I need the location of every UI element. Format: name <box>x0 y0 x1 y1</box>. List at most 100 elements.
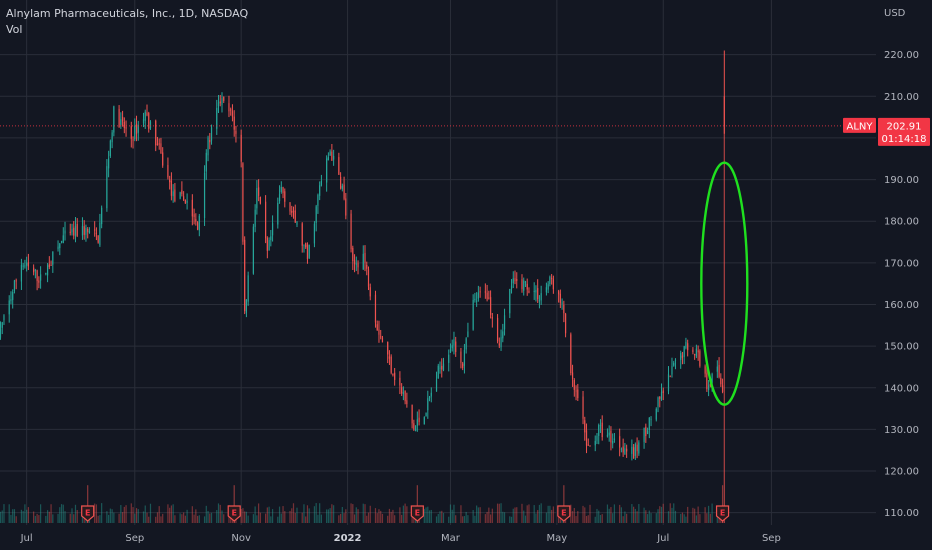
candle-body <box>46 265 49 276</box>
candle-down <box>388 350 391 365</box>
volume-bar <box>472 509 474 523</box>
volume-bar <box>645 510 647 523</box>
volume-bar <box>339 513 342 523</box>
candle-down <box>610 426 612 451</box>
volume-bar <box>71 508 73 523</box>
candle-body <box>721 385 724 392</box>
volume-bar <box>462 516 464 523</box>
volume-bar <box>401 514 403 523</box>
candle-up <box>247 271 249 306</box>
candle-body <box>319 185 321 196</box>
volume-bar <box>167 504 169 523</box>
candle-down <box>231 104 234 122</box>
candle-up <box>303 244 305 253</box>
candle-up <box>540 285 542 305</box>
candle-up <box>81 217 84 240</box>
candle-up <box>509 288 511 319</box>
candle-body <box>538 299 541 302</box>
candle-body <box>655 408 657 420</box>
candle-body <box>291 210 293 213</box>
volume-bar <box>81 514 84 523</box>
volume-label: Vol <box>6 23 22 36</box>
candle-body <box>376 324 378 331</box>
volume-bar <box>193 514 195 523</box>
candle-body <box>570 334 572 374</box>
candle-body <box>219 101 221 104</box>
candle-body <box>643 427 645 442</box>
candle-body <box>488 297 490 299</box>
candle-body <box>465 338 467 350</box>
candle-up <box>439 361 441 374</box>
earnings-marker[interactable]: E <box>715 505 730 522</box>
candle-body <box>577 389 579 399</box>
volume-bar <box>423 508 425 523</box>
candle-body <box>435 379 438 392</box>
candle-body <box>179 192 181 199</box>
candle-body <box>448 354 450 363</box>
candle-down <box>27 253 29 271</box>
price-tick-label: 140.00 <box>884 383 919 394</box>
candle-body <box>15 280 17 282</box>
volume-bar <box>489 514 492 523</box>
volume-bar <box>268 506 270 523</box>
volume-bar <box>170 505 173 523</box>
candle-body <box>638 442 640 454</box>
volume-bar <box>528 504 530 523</box>
candle-up <box>467 322 469 338</box>
candle-body <box>378 329 380 335</box>
candle-body <box>259 196 261 204</box>
volume-bar <box>198 515 200 523</box>
highlight-annotation[interactable] <box>700 161 749 406</box>
time-tick-label: Sep <box>125 533 144 544</box>
earnings-marker[interactable]: E <box>81 505 95 522</box>
candle-up <box>137 120 139 141</box>
candle-up <box>533 282 535 300</box>
volume-bar <box>40 504 42 523</box>
candle-down <box>282 186 284 199</box>
volume-bar <box>374 508 377 523</box>
candle-body <box>170 180 173 196</box>
candle-down <box>266 236 268 259</box>
volume-bar <box>69 513 71 523</box>
candle-up <box>708 380 710 397</box>
candle-down <box>558 289 560 303</box>
candle-body <box>387 341 389 355</box>
volume-bar <box>303 504 305 523</box>
volume-bar <box>608 508 610 523</box>
volume-bar <box>106 511 108 523</box>
volume-bar <box>474 515 476 523</box>
candle-body <box>74 226 77 237</box>
candle-body <box>167 164 169 178</box>
candle-body <box>608 432 610 436</box>
candle-body <box>362 253 364 270</box>
earnings-marker[interactable]: E <box>557 505 571 522</box>
candle-body <box>367 269 370 287</box>
volume-bar <box>350 503 352 523</box>
volume-bars <box>0 125 725 524</box>
candle-body <box>85 227 87 235</box>
highlight-ellipse[interactable] <box>700 161 749 406</box>
candle-body <box>329 151 331 156</box>
candle-up <box>503 308 506 336</box>
volume-bar <box>320 514 323 523</box>
volume-bar <box>392 509 394 523</box>
price-tick-label: 120.00 <box>884 467 919 478</box>
volume-bar <box>535 513 537 523</box>
price-axis[interactable]: 220.00 210.00 190.00 180.00 170.00 160.00 150.… <box>884 8 919 519</box>
candle-down <box>219 94 221 107</box>
earnings-marker[interactable]: E <box>227 505 241 522</box>
volume-bar <box>708 505 710 523</box>
candle-up <box>120 112 122 129</box>
candle-body <box>697 350 699 353</box>
candle-up <box>523 277 525 296</box>
candle-down <box>521 274 523 293</box>
candle-down <box>484 283 486 299</box>
candle-body <box>94 229 96 231</box>
candle-down <box>577 383 579 401</box>
time-axis[interactable]: Jul Sep Nov 2022 Mar May Jul Sep <box>20 533 781 544</box>
volume-bar <box>521 503 523 523</box>
earnings-marker[interactable]: E <box>410 505 424 522</box>
candle-down <box>158 138 160 150</box>
candle-body <box>657 397 659 407</box>
